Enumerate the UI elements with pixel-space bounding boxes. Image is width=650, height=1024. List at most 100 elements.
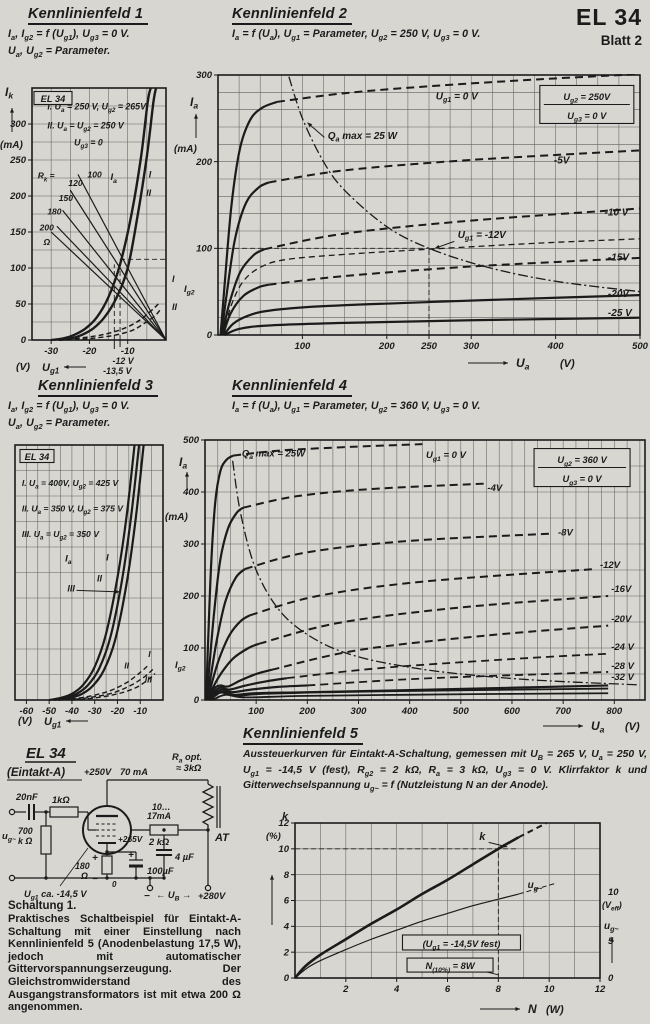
- svg-text:250: 250: [420, 341, 438, 352]
- svg-text:−: −: [92, 874, 98, 885]
- svg-text:II: II: [124, 660, 129, 670]
- svg-text:Ig2: Ig2: [184, 284, 195, 297]
- svg-text:ug~: ug~: [604, 921, 619, 934]
- svg-text:10: 10: [278, 844, 289, 855]
- svg-text:10…: 10…: [152, 802, 171, 812]
- svg-text:II. Ua = 350 V, Ug2 = 375 V: II. Ua = 350 V, Ug2 = 375 V: [22, 503, 124, 516]
- svg-text:Ia: Ia: [179, 455, 187, 471]
- svg-text:200: 200: [182, 591, 200, 602]
- svg-text:Ra opt.: Ra opt.: [172, 752, 202, 765]
- svg-text:I: I: [172, 274, 175, 284]
- svg-text:Ug1: Ug1: [42, 362, 59, 376]
- k1-subtitle-2: Ua, Ug2 = Parameter.: [8, 45, 111, 60]
- circuit-schematic-eintakt-a: EL 34 (Eintakt-A) +250V 70 mA Ra opt.≈ 3kΩ 20…: [2, 745, 230, 903]
- svg-text:II: II: [97, 574, 103, 584]
- chart-kennlinienfeld-5: 24681012121086420kug~k(%)10(Veff)ug~50N(…: [266, 811, 622, 1016]
- svg-text:2: 2: [342, 984, 349, 995]
- k1-subtitle-1: Ia, Ig2 = f (Ug1), Ug3 = 0 V.: [8, 28, 130, 43]
- svg-text:EL 34: EL 34: [41, 94, 66, 104]
- svg-text:Ia: Ia: [65, 553, 72, 566]
- svg-text:100: 100: [196, 244, 213, 255]
- svg-text:-50: -50: [42, 706, 56, 717]
- k4-title: Kennlinienfeld 4: [232, 378, 353, 397]
- sheet-number: Blatt 2: [600, 33, 642, 48]
- svg-text:(W): (W): [546, 1004, 564, 1016]
- svg-text:k: k: [282, 811, 289, 823]
- section-header-kennlinienfeld-5: Kennlinienfeld 5 Aussteuerkurven für Ein…: [243, 726, 647, 796]
- tube-name: EL 34: [576, 4, 642, 30]
- svg-text:Ug2 = 250V: Ug2 = 250V: [563, 92, 611, 105]
- svg-text:300: 300: [10, 119, 27, 130]
- svg-text:12: 12: [595, 984, 606, 995]
- svg-text:-20: -20: [111, 706, 125, 717]
- svg-text:k Ω: k Ω: [18, 836, 32, 846]
- chart-kennlinienfeld-2: 100 200 250 300 400 500 300 200 100 0 Ug1 = 0 V -5V…: [174, 70, 649, 371]
- svg-text:300: 300: [463, 341, 480, 352]
- chart-kennlinienfeld-3: -60 -50 -40 -30 -20 -10 I. Ua = 400V, Ug2 = 42…: [14, 444, 164, 730]
- svg-text:Ω: Ω: [42, 237, 50, 247]
- svg-text:+: +: [128, 850, 134, 861]
- svg-text:Ω: Ω: [80, 871, 88, 881]
- svg-text:0: 0: [608, 973, 614, 984]
- svg-text:II. Ua = Ug2 = 250 V: II. Ua = Ug2 = 250 V: [47, 120, 125, 133]
- svg-text:600: 600: [504, 706, 521, 717]
- schaltung-caption: Schaltung 1. Praktisches Schaltbeispiel …: [8, 900, 241, 1014]
- svg-text:200: 200: [378, 341, 396, 352]
- svg-text:(mA): (mA): [174, 144, 197, 155]
- chart-kennlinienfeld-4: 100 200 300 400 500 600 700 800 500 400 300 200 100 0…: [165, 435, 646, 735]
- svg-text:0: 0: [284, 973, 290, 984]
- svg-text:-12V: -12V: [600, 560, 621, 571]
- svg-text:≈ 3kΩ: ≈ 3kΩ: [176, 763, 202, 773]
- svg-text:500: 500: [453, 706, 470, 717]
- svg-text:-10: -10: [133, 706, 147, 717]
- svg-text:4: 4: [393, 984, 400, 995]
- svg-text:6: 6: [284, 896, 290, 907]
- svg-text:-20V: -20V: [608, 289, 630, 300]
- svg-text:Ug1 = 0 V: Ug1 = 0 V: [436, 91, 479, 104]
- svg-text:-60: -60: [20, 706, 34, 717]
- svg-text:Ug3 = 0 V: Ug3 = 0 V: [567, 111, 607, 124]
- svg-text:(Veff): (Veff): [602, 900, 622, 913]
- svg-text:Ug1 ca. -14,5 V: Ug1 ca. -14,5 V: [24, 889, 87, 902]
- k2-subtitle: Ia = f (Ua), Ug1 = Parameter, Ug2 = 250 …: [232, 28, 481, 43]
- svg-text:20nF: 20nF: [15, 792, 38, 802]
- svg-text:-30: -30: [88, 706, 102, 717]
- svg-text:-40: -40: [65, 706, 79, 717]
- svg-text:N: N: [528, 1002, 537, 1016]
- svg-text:180: 180: [47, 207, 61, 217]
- svg-text:Ug1 = 0 V: Ug1 = 0 V: [426, 450, 467, 463]
- svg-text:180: 180: [75, 861, 90, 871]
- svg-text:-25 V: -25 V: [608, 308, 633, 319]
- caption-body: Praktisches Schaltbeispiel für Eintakt-A…: [8, 913, 241, 1014]
- svg-text:-10: -10: [121, 346, 135, 357]
- svg-text:-4V: -4V: [487, 483, 502, 494]
- svg-text:1kΩ: 1kΩ: [52, 795, 70, 805]
- svg-text:Ik: Ik: [5, 85, 14, 101]
- svg-text:0: 0: [21, 335, 27, 346]
- k2-title: Kennlinienfeld 2: [232, 6, 353, 25]
- svg-text:Qa max = 25W: Qa max = 25W: [242, 449, 306, 462]
- svg-text:N(10%) = 8W: N(10%) = 8W: [425, 961, 475, 974]
- svg-text:-20V: -20V: [611, 614, 632, 625]
- svg-text:Ug3 = 0 V: Ug3 = 0 V: [563, 474, 603, 487]
- svg-text:400: 400: [182, 487, 200, 498]
- svg-text:(V): (V): [16, 361, 31, 373]
- svg-text:I: I: [148, 649, 151, 659]
- section-header-kennlinienfeld-3: Kennlinienfeld 3 Ia, Ig2 = f (Ug1), Ug3 …: [8, 378, 223, 431]
- svg-text:(V): (V): [625, 721, 640, 733]
- svg-text:100: 100: [10, 263, 27, 274]
- svg-text:-24 V: -24 V: [611, 642, 634, 653]
- svg-text:120: 120: [68, 178, 82, 188]
- svg-text:17mA: 17mA: [147, 811, 171, 821]
- svg-text:400: 400: [547, 341, 565, 352]
- svg-text:Ia: Ia: [110, 172, 117, 185]
- svg-text:← UB →: ← UB →: [156, 890, 191, 903]
- svg-text:(V): (V): [560, 358, 575, 370]
- svg-text:0: 0: [194, 695, 200, 706]
- svg-text:III: III: [145, 675, 153, 685]
- svg-text:6: 6: [445, 984, 451, 995]
- svg-text:Ug1: Ug1: [44, 716, 61, 730]
- svg-text:50: 50: [15, 299, 26, 310]
- tube-designation: EL 34 Blatt 2: [556, 4, 642, 48]
- svg-text:70 mA: 70 mA: [120, 767, 148, 777]
